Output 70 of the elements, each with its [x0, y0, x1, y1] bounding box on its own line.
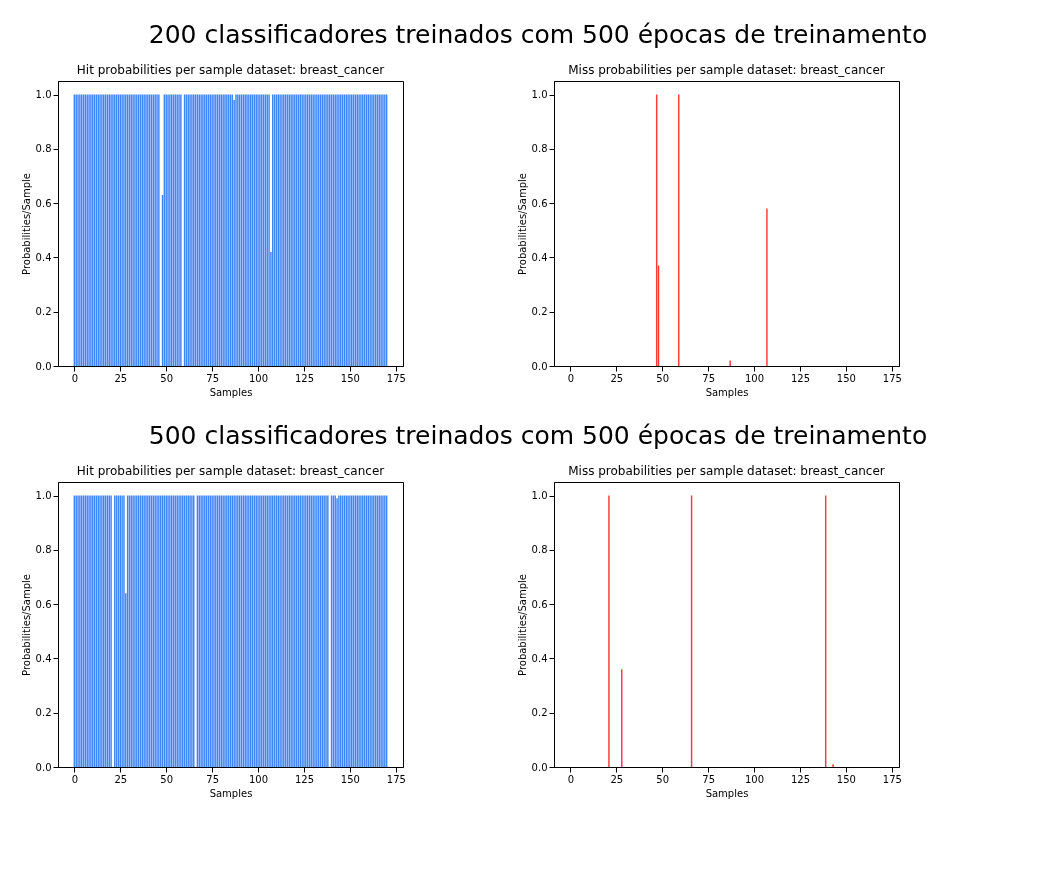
x-tick-label: 125 — [294, 773, 315, 785]
y-tick-label: 0.2 — [35, 306, 52, 318]
y-tick-label: 0.6 — [35, 197, 52, 209]
x-tick-label: 50 — [656, 372, 670, 384]
x-tick-label: 25 — [114, 773, 128, 785]
x-tick-label: 25 — [610, 773, 624, 785]
x-tick-label: 175 — [882, 372, 902, 384]
y-tick-label: 0.4 — [35, 652, 52, 664]
y-tick-label: 0.8 — [35, 143, 52, 155]
chart-title: Miss probabilities per sample dataset: breast_cancer — [568, 63, 885, 77]
x-tick-label: 75 — [702, 773, 715, 785]
y-tick-label: 0.4 — [531, 251, 548, 263]
x-tick-label: 175 — [386, 372, 406, 384]
x-tick-label: 100 — [249, 773, 269, 785]
y-axis-title: Probabilities/Sample — [516, 173, 528, 275]
x-tick-label: 75 — [702, 372, 715, 384]
y-tick-label: 0.2 — [531, 306, 548, 318]
chart-title: Hit probabilities per sample dataset: breast_cancer — [76, 464, 385, 478]
y-tick-label: 1.0 — [35, 490, 52, 502]
y-tick-label: 0.2 — [35, 707, 52, 719]
y-tick-label: 0.6 — [35, 598, 52, 610]
x-tick-label: 0 — [567, 773, 575, 785]
x-tick-label: 150 — [340, 773, 360, 785]
y-tick-label: 0.0 — [35, 761, 52, 773]
x-tick-label: 100 — [745, 372, 765, 384]
y-tick-label: 1.0 — [35, 89, 52, 101]
y-tick-label: 0.0 — [531, 761, 548, 773]
y-tick-label: 0.8 — [531, 544, 548, 556]
x-tick-label: 100 — [249, 372, 269, 384]
y-tick-label: 0.2 — [531, 707, 548, 719]
x-tick-label: 150 — [836, 372, 856, 384]
y-tick-label: 0.0 — [531, 360, 548, 372]
y-tick-label: 1.0 — [531, 490, 548, 502]
chart-title: Miss probabilities per sample dataset: breast_cancer — [568, 464, 885, 478]
x-tick-label: 175 — [386, 773, 406, 785]
x-tick-label: 150 — [836, 773, 856, 785]
x-tick-label: 50 — [656, 773, 670, 785]
y-tick-label: 0.6 — [531, 598, 548, 610]
y-tick-label: 0.4 — [35, 251, 52, 263]
x-tick-label: 175 — [882, 773, 902, 785]
y-tick-label: 0.8 — [35, 544, 52, 556]
y-tick-label: 1.0 — [531, 89, 548, 101]
x-tick-label: 125 — [790, 773, 811, 785]
y-tick-label: 0.8 — [531, 143, 548, 155]
y-axis-title: Probabilities/Sample — [20, 173, 32, 275]
x-axis-title: Samples — [705, 386, 749, 398]
x-tick-label: 0 — [567, 372, 575, 384]
x-tick-label: 150 — [340, 372, 360, 384]
x-tick-label: 25 — [610, 372, 624, 384]
x-tick-label: 50 — [160, 372, 174, 384]
x-tick-label: 75 — [206, 372, 219, 384]
x-axis-title: Samples — [209, 787, 253, 799]
y-tick-label: 0.4 — [531, 652, 548, 664]
x-tick-label: 125 — [790, 372, 811, 384]
y-tick-label: 0.0 — [35, 360, 52, 372]
text: 200 classificadores treinados com 500 épocas de treinamento — [148, 20, 928, 49]
y-axis-title: Probabilities/Sample — [20, 574, 32, 676]
text: 500 classificadores treinados com 500 épocas de treinamento — [148, 421, 928, 450]
x-tick-label: 0 — [71, 773, 79, 785]
x-tick-label: 75 — [206, 773, 219, 785]
x-tick-label: 25 — [114, 372, 128, 384]
x-tick-label: 0 — [71, 372, 79, 384]
y-tick-label: 0.6 — [531, 197, 548, 209]
chart-title: Hit probabilities per sample dataset: breast_cancer — [76, 63, 385, 77]
x-axis-title: Samples — [209, 386, 253, 398]
x-axis-title: Samples — [705, 787, 749, 799]
x-tick-label: 100 — [745, 773, 765, 785]
x-tick-label: 125 — [294, 372, 315, 384]
x-tick-label: 50 — [160, 773, 174, 785]
y-axis-title: Probabilities/Sample — [516, 574, 528, 676]
